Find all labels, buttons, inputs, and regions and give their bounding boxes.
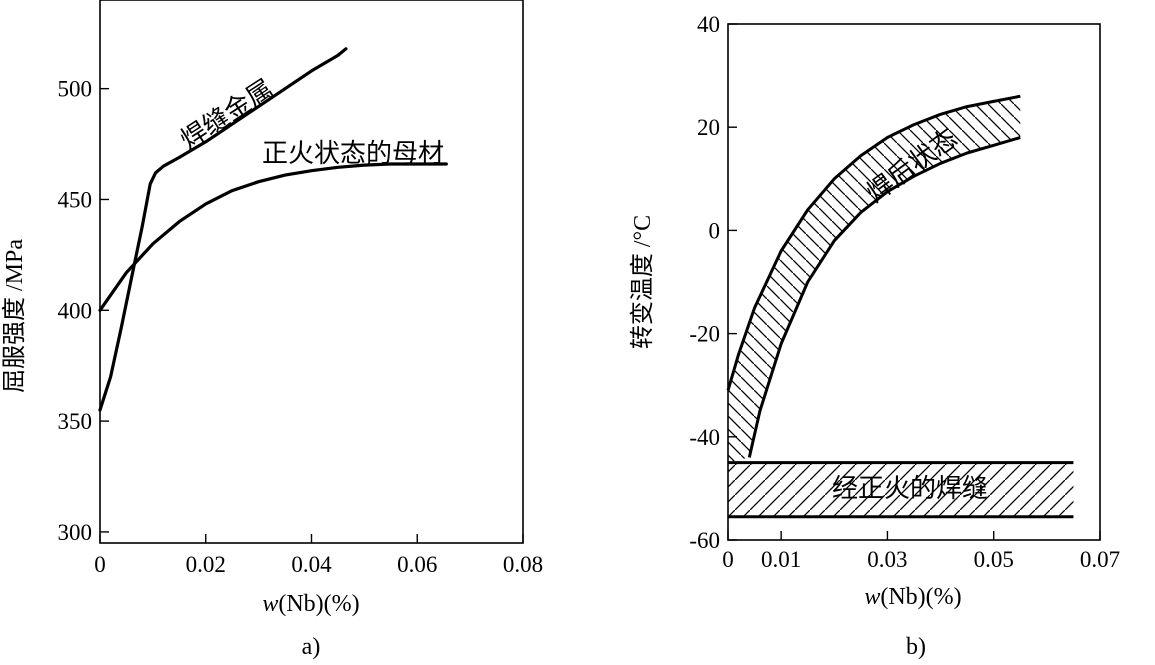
chart-b-label-normalized-weld: 经正火的焊缝 bbox=[832, 474, 988, 503]
chart-b-bands bbox=[726, 94, 1074, 519]
chart-b-y-ticks: -60 -40 -20 0 20 40 bbox=[689, 12, 737, 553]
chart-b-x-tick-label: 0.03 bbox=[867, 547, 907, 572]
chart-a-series bbox=[98, 47, 448, 412]
chart-b-x-axis-rest: (Nb)(%) bbox=[880, 584, 961, 610]
chart-b-x-tick-label: 0 bbox=[722, 547, 734, 572]
chart-a-label-normalized-base: 正火状态的母材 bbox=[262, 139, 444, 168]
chart-a-y-axis-title: 屈服强度 /MPa bbox=[1, 239, 28, 393]
chart-a-y-tick-label: 500 bbox=[58, 77, 93, 102]
chart-b-x-ticks: 0 0.01 0.03 0.05 0.07 bbox=[722, 531, 1120, 572]
chart-b-y-tick-label: -40 bbox=[689, 425, 720, 450]
chart-a-y-ticks: 300 350 400 450 500 bbox=[58, 77, 109, 545]
chart-a-x-tick-label: 0.04 bbox=[291, 552, 332, 577]
chart-b-y-tick-label: 20 bbox=[697, 115, 720, 140]
chart-b-x-axis-title: w(Nb)(%) bbox=[864, 584, 961, 610]
chart-b-band-normalized-weld-fill bbox=[728, 462, 1074, 517]
chart-a-y-tick-label: 300 bbox=[58, 520, 93, 545]
chart-b-x-tick-label: 0.07 bbox=[1080, 547, 1120, 572]
chart-b-y-tick-label: -20 bbox=[689, 322, 720, 347]
chart-a-x-tick-label: 0.06 bbox=[397, 552, 437, 577]
chart-b-y-axis-title: 转变温度 /°C bbox=[629, 215, 656, 349]
chart-b-band-as-welded-fill bbox=[728, 96, 1021, 463]
chart-a-x-ticks: 0 0.02 0.04 0.06 0.08 bbox=[94, 534, 543, 577]
chart-b-band-as-welded-upper bbox=[726, 94, 1021, 391]
chart-a-line-weld-metal bbox=[98, 47, 348, 412]
chart-a-y-tick-label: 350 bbox=[58, 409, 93, 434]
chart-a-x-axis-var: w bbox=[262, 591, 278, 617]
chart-b-x-tick-label: 0.05 bbox=[974, 547, 1014, 572]
chart-b-caption: b) bbox=[906, 634, 926, 660]
chart-b-y-tick-label: 0 bbox=[709, 218, 721, 243]
chart-a-x-tick-label: 0.08 bbox=[503, 552, 543, 577]
chart-a-frame bbox=[99, 0, 524, 544]
chart-a-x-tick-label: 0 bbox=[94, 552, 106, 577]
chart-a-x-axis-title: w(Nb)(%) bbox=[262, 591, 359, 617]
chart-a-caption: a) bbox=[302, 634, 321, 660]
chart-a-y-tick-label: 450 bbox=[58, 187, 93, 212]
chart-a-x-axis-rest: (Nb)(%) bbox=[278, 591, 359, 617]
chart-b-y-tick-label: 40 bbox=[697, 12, 720, 37]
chart-b-frame bbox=[727, 23, 1101, 541]
chart-b-y-tick-label: -60 bbox=[689, 528, 720, 553]
chart-a-line-normalized-base bbox=[98, 162, 448, 312]
chart-a-y-tick-label: 400 bbox=[58, 298, 93, 323]
chart-b-band-as-welded-lower bbox=[747, 136, 1021, 458]
chart-b-x-tick-label: 0.01 bbox=[761, 547, 801, 572]
chart-b-x-axis-var: w bbox=[864, 584, 880, 610]
chart-a-x-tick-label: 0.02 bbox=[186, 552, 226, 577]
